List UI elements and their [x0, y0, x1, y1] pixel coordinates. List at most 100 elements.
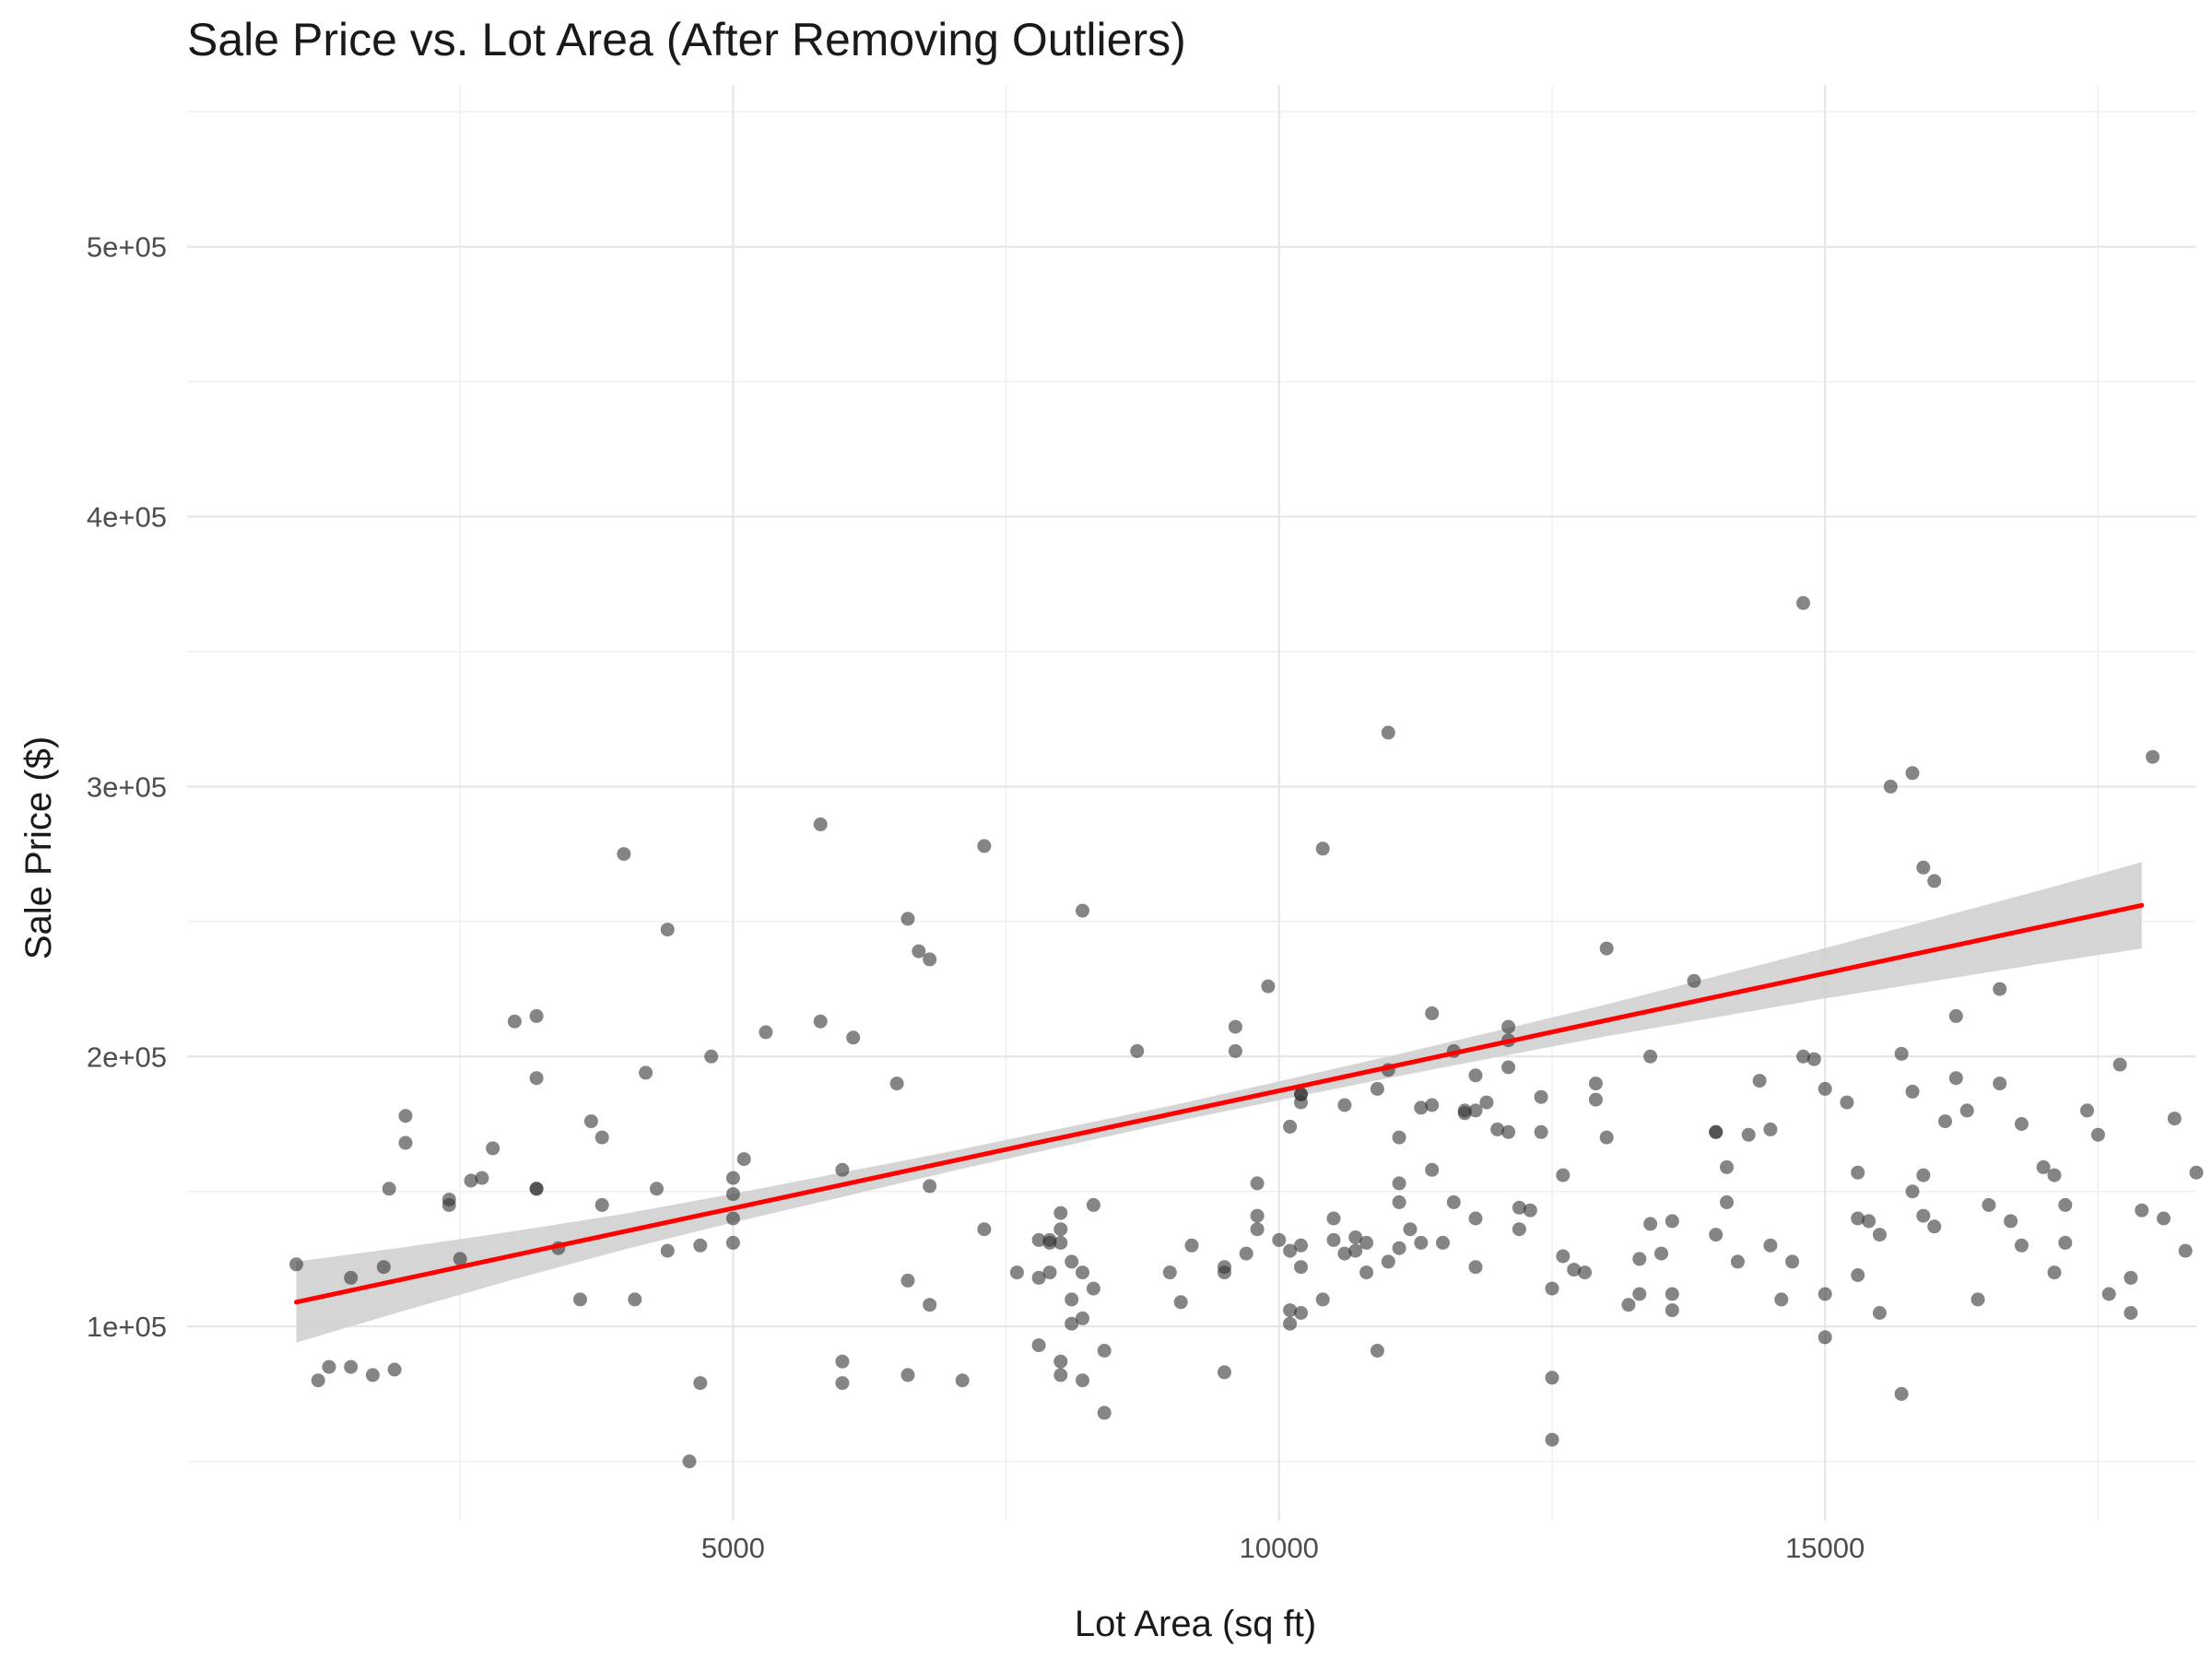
data-point — [1446, 1194, 1461, 1209]
data-point — [1250, 1222, 1265, 1237]
data-point — [1097, 1344, 1112, 1358]
data-point — [1599, 1130, 1614, 1145]
data-point — [1009, 1265, 1024, 1280]
data-point — [660, 1243, 675, 1258]
data-point — [1053, 1354, 1068, 1369]
data-point — [617, 847, 631, 862]
data-point — [1261, 979, 1276, 994]
data-point — [1632, 1287, 1647, 1301]
data-point — [1763, 1122, 1778, 1136]
data-point — [1982, 1197, 1996, 1212]
data-point — [912, 944, 926, 959]
data-point — [1556, 1168, 1571, 1182]
data-point — [322, 1359, 336, 1374]
data-point — [1796, 595, 1810, 610]
data-point — [1337, 1246, 1352, 1261]
data-point — [1720, 1194, 1734, 1209]
data-point — [1370, 1344, 1384, 1358]
data-point — [1501, 1019, 1516, 1034]
data-point — [1239, 1246, 1253, 1261]
data-point — [1818, 1081, 1832, 1096]
data-point — [1578, 1265, 1592, 1280]
data-point — [2036, 1159, 2051, 1174]
data-point — [1228, 1019, 1242, 1034]
data-point — [1468, 1211, 1483, 1226]
data-point — [1862, 1214, 1877, 1229]
data-point — [1053, 1206, 1068, 1220]
data-point — [486, 1141, 500, 1156]
data-point — [1065, 1316, 1079, 1331]
x-axis-title: Lot Area (sq ft) — [1075, 1604, 1316, 1644]
data-point — [1065, 1254, 1079, 1269]
data-point — [1916, 860, 1931, 875]
data-point — [1294, 1306, 1308, 1320]
data-point — [1894, 1386, 1909, 1401]
data-point — [1545, 1281, 1559, 1296]
data-point — [2047, 1168, 2062, 1182]
chart-title: Sale Price vs. Lot Area (After Removing … — [187, 14, 1186, 65]
data-point — [1556, 1249, 1571, 1264]
trend-line-layer — [294, 902, 2145, 1305]
data-point — [475, 1171, 489, 1185]
data-point — [1436, 1235, 1450, 1250]
data-point — [835, 1162, 850, 1177]
data-point — [382, 1182, 396, 1196]
data-point — [1621, 1298, 1636, 1312]
data-point — [1392, 1241, 1406, 1255]
data-point — [1534, 1089, 1548, 1104]
y-tick-label: 3e+05 — [87, 771, 167, 803]
data-point — [1872, 1306, 1887, 1320]
data-point — [1392, 1194, 1406, 1209]
data-point — [1162, 1265, 1177, 1280]
data-point — [1031, 1232, 1046, 1247]
data-point — [507, 1014, 522, 1029]
data-point — [639, 1065, 653, 1080]
data-point — [1283, 1119, 1298, 1134]
data-point — [1468, 1103, 1483, 1118]
data-point — [344, 1359, 359, 1374]
data-point — [1031, 1270, 1046, 1285]
data-point — [1883, 779, 1898, 794]
data-point — [1283, 1303, 1298, 1318]
data-point — [1359, 1235, 1374, 1250]
data-point — [900, 1368, 915, 1382]
minor-grid — [187, 85, 2196, 1521]
data-point — [1588, 1092, 1603, 1107]
data-point — [1468, 1068, 1483, 1083]
data-point — [1948, 1071, 1963, 1086]
data-point — [1218, 1365, 1231, 1380]
data-point — [1763, 1238, 1778, 1253]
data-point — [2014, 1117, 2029, 1131]
data-point — [1632, 1252, 1647, 1266]
data-point — [2004, 1214, 2018, 1229]
data-point — [1687, 973, 1701, 988]
data-point — [1348, 1230, 1363, 1244]
data-point — [889, 1077, 904, 1091]
data-point — [1359, 1265, 1374, 1280]
data-point — [1326, 1211, 1341, 1226]
data-point — [1184, 1238, 1199, 1253]
data-point — [2101, 1287, 2116, 1301]
data-point — [923, 1298, 937, 1312]
data-point — [573, 1292, 587, 1307]
data-point — [1851, 1165, 1865, 1180]
data-point — [1283, 1316, 1298, 1331]
data-point — [1523, 1203, 1537, 1218]
data-point — [441, 1193, 456, 1206]
data-point — [1392, 1176, 1406, 1191]
data-point — [1348, 1243, 1363, 1258]
data-point — [1425, 1098, 1440, 1112]
data-point — [1905, 766, 1920, 781]
x-axis-ticks: 5000 10000 15000 — [701, 1532, 1865, 1564]
data-point — [365, 1368, 380, 1382]
data-point — [464, 1173, 478, 1188]
y-tick-label: 2e+05 — [87, 1041, 167, 1073]
data-point — [453, 1252, 467, 1266]
data-point — [2047, 1265, 2062, 1280]
data-point — [1370, 1081, 1384, 1096]
data-point — [759, 1025, 773, 1040]
data-point — [1916, 1168, 1931, 1182]
data-point — [1076, 1265, 1089, 1280]
data-point — [1643, 1217, 1658, 1231]
data-point — [1643, 1049, 1658, 1064]
